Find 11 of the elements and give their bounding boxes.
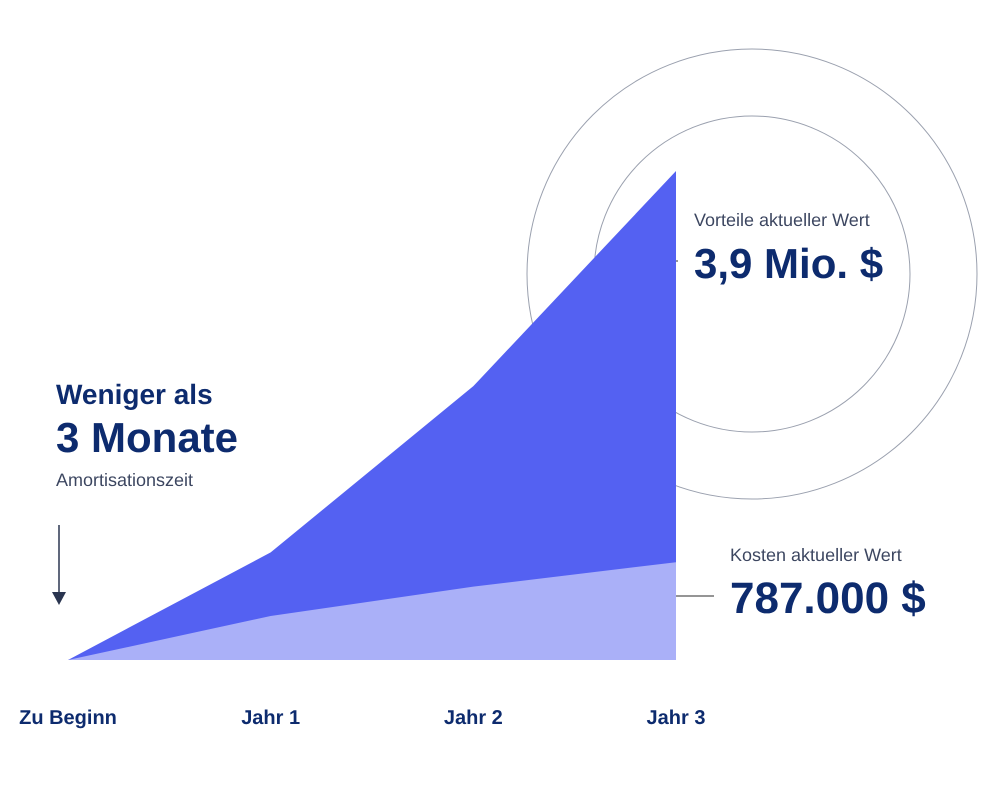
annotation: 3 Monate [56, 414, 238, 461]
x-tick-label: Jahr 3 [646, 707, 706, 729]
x-tick-label: Zu Beginn [19, 707, 117, 729]
series-label: Vorteile aktueller Wert [694, 210, 870, 230]
text: Kosten aktueller Wert [730, 545, 902, 565]
annotation: 3,9 Mio. $ [694, 240, 884, 287]
annotation: 787.000 $ [730, 574, 926, 623]
x-tick-label: Jahr 2 [444, 707, 503, 729]
annotation: Amortisationszeit [56, 470, 194, 490]
x-tick-label: Jahr 1 [241, 707, 300, 729]
annotation: Weniger als [56, 379, 213, 410]
